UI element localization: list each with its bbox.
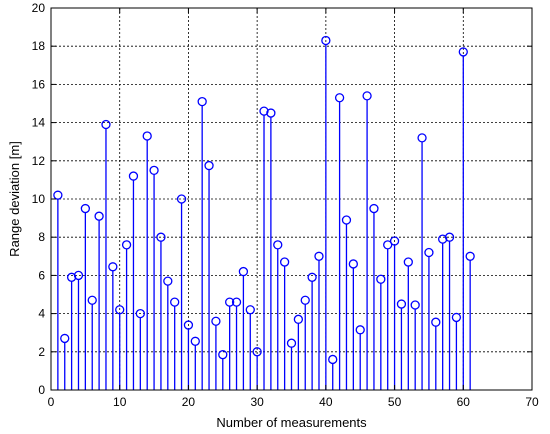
stem-marker: [197, 96, 207, 107]
stem-marker: [438, 234, 448, 244]
y-axis-label: Range deviation [m]: [7, 141, 22, 257]
stem-marker: [314, 251, 324, 261]
stem-marker: [266, 108, 276, 118]
stem-marker: [307, 272, 317, 282]
x-tick-label: 0: [48, 395, 55, 409]
stem-marker: [252, 347, 262, 357]
y-axis: 0 2 4 6 8 10 12 14 16 18 20: [32, 1, 532, 397]
stem-marker: [376, 274, 386, 284]
x-tick-label: 20: [182, 395, 196, 409]
stem-marker: [383, 240, 393, 250]
stem-marker: [156, 232, 166, 242]
stem-marker: [424, 247, 434, 258]
stem-marker: [149, 165, 159, 176]
stem-marker: [431, 317, 441, 327]
x-tick-label: 40: [319, 395, 333, 409]
y-tick-label: 0: [38, 383, 45, 397]
y-tick-label: 20: [32, 1, 46, 15]
stem-marker: [183, 320, 194, 330]
stem-marker: [300, 295, 310, 305]
stem-marker: [444, 232, 455, 242]
stem-marker: [458, 47, 468, 57]
y-tick-label: 4: [38, 307, 45, 321]
stem-marker: [94, 211, 104, 221]
stem-marker: [321, 35, 331, 46]
stem-marker: [66, 272, 77, 282]
stem-marker: [328, 354, 338, 365]
x-tick-label: 30: [250, 395, 264, 409]
stem-marker: [417, 133, 427, 143]
stem-marker: [293, 314, 304, 324]
y-tick-label: 2: [38, 345, 45, 359]
stem-marker: [121, 240, 132, 250]
stem-marker: [334, 93, 345, 103]
stem-marker: [279, 257, 290, 267]
stem-marker: [362, 91, 372, 101]
y-tick-label: 6: [38, 268, 45, 282]
y-tick-label: 10: [32, 192, 46, 206]
stem-marker: [170, 297, 180, 307]
stem-marker: [245, 305, 255, 315]
stem-marker: [396, 299, 407, 309]
stem-marker: [211, 316, 221, 326]
stem-marker: [53, 190, 63, 200]
stem-marker: [286, 338, 297, 348]
x-axis: 0 10 20 30 40 50 60 70: [48, 8, 539, 409]
stem-marker: [225, 297, 235, 307]
stem-marker: [115, 305, 125, 315]
stem-marker: [80, 203, 91, 214]
x-tick-label: 70: [525, 395, 539, 409]
stem-marker: [238, 266, 249, 277]
stem-marker: [341, 215, 352, 225]
stem-marker: [389, 236, 400, 246]
stem-marker: [231, 297, 242, 307]
stem-marker: [176, 194, 187, 204]
stem-marker: [128, 171, 139, 181]
y-tick-label: 14: [32, 116, 46, 130]
stem-marker: [465, 251, 475, 261]
stem-marker: [273, 240, 283, 250]
stem-marker: [135, 308, 145, 319]
stem-marker: [451, 312, 462, 323]
y-tick-label: 18: [32, 39, 46, 53]
y-tick-label: 16: [32, 77, 46, 91]
y-tick-label: 8: [38, 230, 45, 244]
x-tick-label: 60: [457, 395, 471, 409]
stem-marker: [355, 325, 365, 335]
y-tick-label: 12: [32, 154, 46, 168]
stem-marker: [190, 336, 200, 346]
x-tick-label: 50: [388, 395, 402, 409]
stem-marker: [218, 350, 228, 360]
stem-marker: [259, 106, 269, 116]
stem-marker: [108, 262, 118, 272]
data-series: [53, 35, 475, 390]
stem-marker: [142, 131, 152, 141]
stem-marker: [403, 257, 413, 267]
stem-marker: [348, 259, 358, 269]
stem-marker: [73, 270, 84, 281]
stem-marker: [87, 295, 97, 305]
x-axis-label: Number of measurements: [216, 415, 367, 430]
stem-marker: [410, 300, 420, 310]
stem-marker: [101, 119, 111, 130]
stem-marker: [163, 276, 173, 286]
grid-lines: [51, 8, 532, 390]
x-tick-label: 10: [113, 395, 127, 409]
stem-marker: [204, 160, 214, 171]
stem-marker: [60, 333, 70, 344]
stem-marker: [369, 203, 379, 214]
